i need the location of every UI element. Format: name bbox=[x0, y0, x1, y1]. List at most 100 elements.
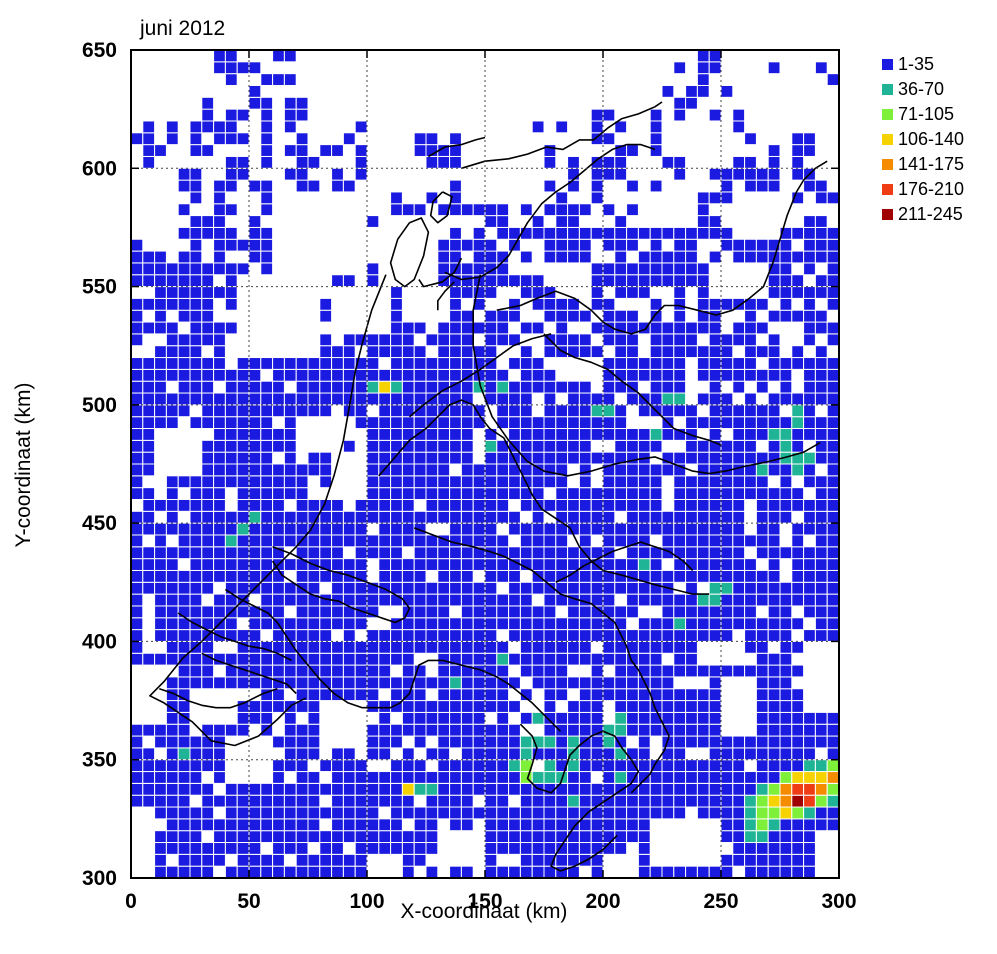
heatmap-cell bbox=[272, 73, 285, 86]
heatmap-cell bbox=[260, 238, 274, 252]
heatmap-cell bbox=[696, 534, 710, 548]
heatmap-cell bbox=[685, 498, 698, 512]
heatmap-cell bbox=[165, 404, 179, 418]
heatmap-cell bbox=[460, 498, 474, 512]
heatmap-cell bbox=[673, 747, 687, 761]
heatmap-cell bbox=[331, 640, 344, 654]
heatmap-cell bbox=[685, 534, 698, 548]
heatmap-cell bbox=[401, 747, 415, 761]
heatmap-cell bbox=[590, 262, 604, 276]
heatmap-cell bbox=[342, 581, 356, 595]
heatmap-cell bbox=[696, 522, 710, 536]
x-axis-ticks: 0 50 100 150 200 250 300 bbox=[125, 50, 857, 913]
heatmap-cell bbox=[614, 759, 628, 773]
heatmap-cell bbox=[354, 120, 368, 134]
heatmap-cell bbox=[449, 321, 462, 335]
heatmap-cell bbox=[130, 569, 144, 583]
heatmap-cell bbox=[165, 357, 179, 370]
heatmap-cell bbox=[708, 629, 722, 642]
heatmap-cell bbox=[661, 664, 675, 678]
heatmap-cell bbox=[437, 380, 451, 394]
heatmap-cell bbox=[637, 747, 651, 761]
heatmap-cell bbox=[649, 108, 663, 122]
heatmap-cell bbox=[496, 475, 510, 489]
heatmap-cell bbox=[130, 605, 144, 619]
heatmap-cell bbox=[767, 853, 781, 867]
heatmap-cell bbox=[165, 558, 179, 571]
heatmap-cell bbox=[496, 794, 510, 808]
heatmap-cell bbox=[496, 711, 510, 725]
heatmap-cell bbox=[248, 794, 262, 808]
heatmap-cell bbox=[224, 439, 238, 453]
heatmap-cell bbox=[484, 380, 498, 394]
heatmap-cell bbox=[637, 853, 651, 867]
heatmap-cell bbox=[272, 806, 285, 820]
heatmap-cell bbox=[578, 404, 592, 418]
heatmap-cell bbox=[189, 830, 203, 844]
heatmap-cell bbox=[567, 711, 580, 725]
heatmap-cell bbox=[460, 688, 474, 702]
heatmap-cell bbox=[130, 617, 144, 631]
heatmap-cell bbox=[378, 676, 392, 690]
heatmap-cell bbox=[260, 108, 274, 122]
heatmap-cell bbox=[661, 510, 675, 524]
heatmap-cell bbox=[661, 700, 675, 713]
heatmap-cell bbox=[401, 771, 415, 784]
heatmap-cell bbox=[213, 250, 226, 264]
heatmap-cell bbox=[767, 546, 781, 560]
heatmap-cell bbox=[673, 759, 687, 773]
heatmap-cell bbox=[366, 794, 380, 808]
heatmap-cell bbox=[437, 155, 451, 169]
heatmap-cell bbox=[224, 61, 238, 75]
heatmap-cell bbox=[165, 274, 179, 288]
heatmap-cell bbox=[283, 842, 297, 855]
heatmap-cell bbox=[437, 771, 451, 784]
heatmap-cell bbox=[685, 735, 698, 749]
heatmap-cell bbox=[354, 842, 368, 855]
heatmap-cell bbox=[236, 475, 250, 489]
heatmap-cell bbox=[803, 357, 816, 370]
heatmap-cell bbox=[130, 723, 144, 737]
heatmap-cell bbox=[720, 534, 734, 548]
heatmap-cell bbox=[519, 652, 533, 666]
legend-swatch bbox=[882, 109, 893, 120]
heatmap-cell bbox=[165, 593, 179, 607]
x-tick-label: 200 bbox=[585, 890, 620, 913]
heatmap-cell bbox=[779, 262, 793, 276]
heatmap-cell bbox=[567, 782, 580, 796]
heatmap-cell bbox=[449, 487, 462, 500]
heatmap-cell bbox=[661, 333, 675, 347]
map-outline bbox=[177, 612, 292, 662]
heatmap-cell bbox=[803, 451, 816, 465]
heatmap-cell bbox=[331, 546, 344, 560]
heatmap-cell bbox=[496, 368, 510, 382]
heatmap-cell bbox=[531, 581, 545, 595]
heatmap-cell bbox=[814, 782, 828, 796]
heatmap-cell bbox=[390, 534, 403, 548]
heatmap-cell bbox=[567, 617, 580, 631]
heatmap-cell bbox=[508, 274, 521, 288]
heatmap-cell bbox=[437, 428, 451, 441]
heatmap-cell bbox=[496, 759, 510, 773]
heatmap-cell bbox=[213, 451, 226, 465]
heatmap-cell bbox=[295, 688, 309, 702]
heatmap-cell bbox=[472, 522, 486, 536]
heatmap-cell bbox=[354, 155, 368, 169]
heatmap-cell bbox=[637, 723, 651, 737]
heatmap-cell bbox=[496, 392, 510, 406]
heatmap-cell bbox=[484, 203, 498, 217]
heatmap-cell bbox=[449, 132, 462, 146]
heatmap-cell bbox=[519, 522, 533, 536]
heatmap-cell bbox=[519, 321, 533, 335]
heatmap-cell bbox=[720, 498, 734, 512]
heatmap-cell bbox=[637, 250, 651, 264]
y-tick-label: 650 bbox=[82, 39, 117, 62]
heatmap-cell bbox=[295, 463, 309, 477]
heatmap-cell bbox=[661, 794, 675, 808]
heatmap-cell bbox=[295, 368, 309, 382]
heatmap-cell bbox=[661, 688, 675, 702]
heatmap-cell bbox=[260, 439, 274, 453]
heatmap-cell bbox=[814, 771, 828, 784]
heatmap-cell bbox=[425, 865, 439, 879]
heatmap-cell bbox=[567, 392, 580, 406]
